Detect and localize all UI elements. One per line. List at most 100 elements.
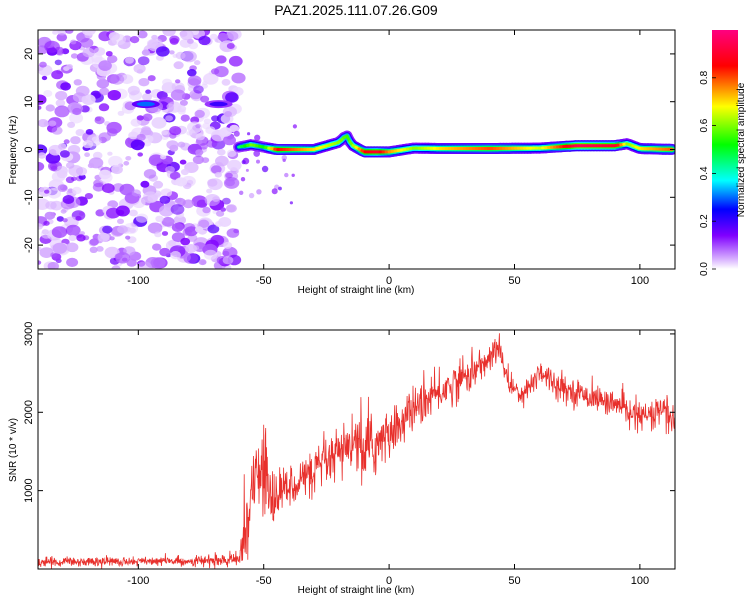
heatmap-noise-blob xyxy=(137,56,150,66)
heatmap-noise-blob xyxy=(96,246,104,252)
heatmap-noise-blob xyxy=(125,56,134,64)
heatmap-noise-blob xyxy=(284,172,289,178)
heatmap-noise-blob xyxy=(224,111,233,117)
heatmap-noise-blob xyxy=(78,211,85,216)
heatmap-noise-blob xyxy=(131,189,141,197)
heatmap-noise-blob xyxy=(47,261,59,269)
heatmap-noise-blob xyxy=(128,131,139,140)
heatmap-noise-blob xyxy=(38,161,45,171)
heatmap-noise-blob xyxy=(67,144,81,155)
heatmap-noise-blob xyxy=(91,136,99,142)
heatmap-noise-blob xyxy=(247,132,251,136)
heatmap-noise-blob xyxy=(203,72,219,85)
heatmap-noise-blob xyxy=(78,174,86,180)
heatmap-noise-blob xyxy=(196,205,211,217)
heatmap-noise-blob xyxy=(204,194,221,206)
heatmap-noise-blob xyxy=(142,113,153,122)
heatmap-noise-blob xyxy=(126,258,137,267)
heatmap-noise-blob xyxy=(153,180,164,189)
heatmap-noise-blob xyxy=(47,188,62,199)
heatmap-noise-blob xyxy=(155,215,164,222)
heatmap-noise-blob xyxy=(169,126,182,136)
heatmap-noise-blob xyxy=(44,189,50,194)
x-tick-label: -50 xyxy=(256,275,272,287)
heatmap-noise-blob xyxy=(41,75,48,81)
heatmap-noise-blob xyxy=(142,93,152,101)
heatmap-noise-blob xyxy=(80,38,94,48)
heatmap-noise-blob xyxy=(54,105,70,118)
heatmap-noise-blob xyxy=(117,225,128,234)
heatmap-noise-blob xyxy=(175,79,181,84)
snr-frame xyxy=(37,329,676,570)
heatmap-noise-blob xyxy=(198,259,207,266)
heatmap-noise-blob xyxy=(210,165,222,174)
heatmap-noise-blob xyxy=(165,166,175,174)
heatmap-noise-blob xyxy=(183,223,196,233)
heatmap-noise-blob xyxy=(107,55,118,64)
heatmap-noise-blob xyxy=(211,68,220,75)
heatmap-feature xyxy=(209,101,228,107)
heatmap-noise-blob xyxy=(115,205,130,217)
heatmap-noise-blob xyxy=(162,30,176,37)
heatmap-noise-blob xyxy=(63,139,70,144)
heatmap-noise-blob xyxy=(56,216,64,222)
heatmap-noise-blob xyxy=(38,94,47,105)
heatmap-noise-blob xyxy=(148,154,164,166)
heatmap-noise-blob xyxy=(148,38,163,50)
heatmap-noise-blob xyxy=(256,189,262,195)
heatmap-noise-blob xyxy=(55,90,68,101)
heatmap-noise-blob xyxy=(187,69,197,77)
heatmap-noise-blob xyxy=(51,226,68,239)
heatmap-noise-blob xyxy=(66,242,79,253)
heatmap-noise-blob xyxy=(130,118,142,127)
heatmap-noise-blob xyxy=(69,112,84,124)
heatmap-ridge-layer xyxy=(233,130,675,158)
heatmap-noise-blob xyxy=(43,220,50,226)
heatmap-noise-blob xyxy=(108,155,123,168)
y-tick-label: 0 xyxy=(23,146,35,152)
heatmap-noise-blob xyxy=(161,231,169,236)
heatmap-noise-blob xyxy=(130,139,145,151)
heatmap-noise-blob xyxy=(54,59,62,66)
heatmap-noise-blob xyxy=(92,182,105,192)
x-tick-label: 100 xyxy=(631,275,649,287)
heatmap-noise-blob xyxy=(228,55,243,67)
heatmap-noise-blob xyxy=(75,215,82,221)
heatmap-noise-blob xyxy=(141,127,152,136)
heatmap-noise-blob xyxy=(256,159,260,164)
heatmap-noise-blob xyxy=(75,85,90,97)
heatmap-noise-blob xyxy=(204,249,218,260)
heatmap-noise-blob xyxy=(185,244,198,253)
heatmap-noise-blob xyxy=(141,49,150,56)
heatmap-noise-blob xyxy=(115,252,131,264)
heatmap-noise-blob xyxy=(109,236,115,241)
heatmap-noise-blob xyxy=(93,47,106,56)
heatmap-noise-blob xyxy=(145,89,152,94)
heatmap-noise-blob xyxy=(216,210,225,217)
heatmap-noise-blob xyxy=(171,222,184,232)
heatmap-noise-blob xyxy=(140,180,150,188)
heatmap-noise-blob xyxy=(152,243,162,251)
heatmap-noise-blob xyxy=(187,75,202,86)
heatmap-noise-blob xyxy=(66,64,73,70)
heatmap-noise-blob xyxy=(239,190,244,195)
heatmap-noise-blob xyxy=(138,78,150,87)
heatmap-noise-blob xyxy=(44,40,60,53)
heatmap-noise-blob xyxy=(98,60,112,71)
heatmap-noise-blob xyxy=(96,78,110,89)
heatmap-noise-blob xyxy=(44,211,56,220)
heatmap-noise-blob xyxy=(245,168,249,172)
heatmap-noise-blob xyxy=(56,170,68,179)
heatmap-noise-blob xyxy=(151,117,167,129)
heatmap-noise-blob xyxy=(261,165,269,173)
heatmap-noise-blob xyxy=(156,46,170,57)
heatmap-noise-blob xyxy=(240,177,246,182)
heatmap-noise-blob xyxy=(161,216,175,227)
y-tick-label: 1000 xyxy=(23,478,35,502)
y-tick-label: -20 xyxy=(23,237,35,253)
heatmap-noise-blob xyxy=(76,234,86,242)
heatmap-noise-blob xyxy=(227,159,242,171)
heatmap-noise-blob xyxy=(59,150,70,158)
heatmap-noise-blob xyxy=(136,261,153,269)
